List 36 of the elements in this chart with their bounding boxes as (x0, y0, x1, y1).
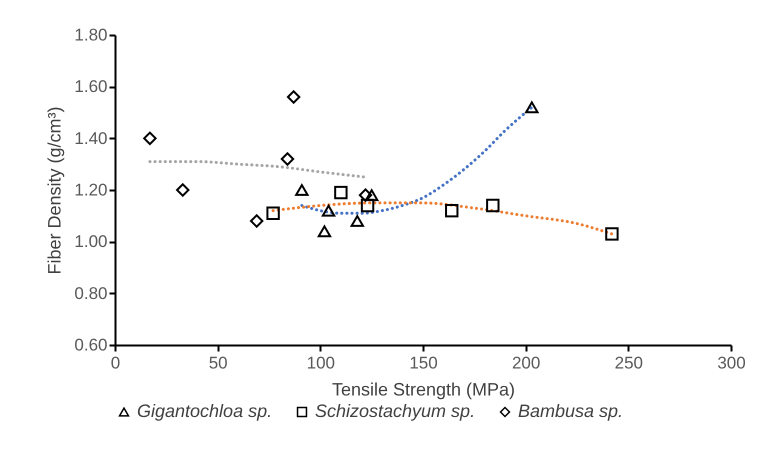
point (360, 198, 374, 212)
point (143, 132, 157, 146)
y-tick-label: 1.80 (74, 26, 108, 44)
legend-label: Gigantochloa sp. (137, 401, 272, 421)
x-tick-label: 50 (208, 354, 228, 372)
point (350, 215, 364, 227)
x-tick-label: 100 (306, 354, 336, 372)
x-axis-title: Tensile Strength (MPa) (332, 380, 516, 400)
point (286, 90, 300, 104)
point (445, 204, 458, 218)
y-tick-label: 1.00 (74, 232, 108, 252)
y-tick-label: 1.60 (74, 77, 108, 96)
point (266, 206, 280, 220)
y-axis-title: Fiber Density (g/cm³) (44, 106, 64, 275)
x-tick-label: 250 (614, 354, 644, 372)
legend-label: Schizostachyum sp. (315, 401, 476, 421)
y-tick-label: 1.40 (74, 128, 108, 148)
y-tick-label: 0.80 (74, 284, 108, 303)
y-tick-label: 0.60 (74, 336, 108, 354)
x-tick-label: 200 (512, 354, 540, 372)
point (525, 101, 539, 114)
point (334, 186, 348, 200)
y-tick-label: 1.20 (74, 180, 108, 200)
point (295, 184, 309, 196)
point (322, 204, 336, 217)
legend-label: Bambusa sp. (518, 401, 624, 421)
point (176, 183, 190, 197)
x-tick-label: 300 (717, 354, 746, 372)
point (280, 152, 294, 166)
x-tick-label: 0 (110, 354, 120, 372)
x-tick-label: 150 (409, 354, 438, 372)
point (605, 227, 619, 241)
point (250, 214, 264, 228)
point (318, 225, 332, 238)
point (486, 198, 500, 212)
point (364, 189, 378, 202)
